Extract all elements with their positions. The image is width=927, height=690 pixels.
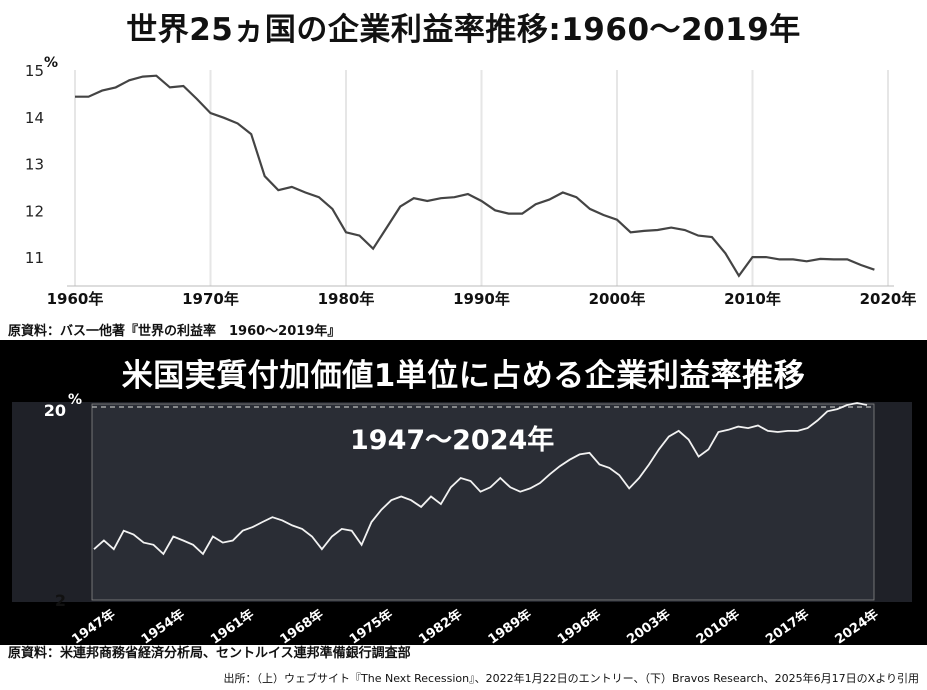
bottom-chart-x-tick-label: 1996年: [554, 606, 603, 647]
top-chart-y-ticks: 15 14 13 12 11: [25, 62, 44, 267]
top-chart-x-tick-label: 1980年: [318, 290, 375, 308]
bottom-chart-x-tick-label: 2003年: [624, 606, 673, 647]
bottom-chart-y-unit: %: [68, 392, 82, 408]
bottom-chart-y-tick-label: 2: [55, 591, 66, 610]
bottom-chart-x-tick-label: 2024年: [832, 606, 881, 647]
bottom-chart-x-tick-label: 1989年: [485, 606, 534, 647]
bottom-chart-x-tick-label: 1982年: [416, 606, 465, 647]
bottom-chart-title: 米国実質付加価値1単位に占める企業利益率推移: [121, 358, 806, 394]
top-chart-x-tick-label: 2020年: [860, 290, 917, 308]
top-chart: 15 14 13 12 11 % 1960年 1970年 1980年 1990年 2000年 20…: [25, 55, 917, 308]
footer-citation: 出所：（上）ウェブサイト『The Next Recession』、2022年1月…: [223, 672, 919, 685]
top-chart-y-tick-label: 11: [25, 249, 44, 267]
bottom-chart-x-tick-label: 2010年: [693, 606, 742, 647]
bottom-chart-y-ticks: 20 2: [44, 401, 66, 610]
top-chart-y-tick-label: 14: [25, 109, 44, 127]
top-chart-y-tick-label: 13: [25, 156, 44, 174]
top-chart-x-tick-label: 1970年: [182, 290, 239, 308]
top-chart-x-ticks: 1960年 1970年 1980年 1990年 2000年 2010年 2020年: [47, 290, 917, 308]
top-chart-x-tick-label: 1960年: [47, 290, 104, 308]
top-chart-x-tick-label: 2000年: [589, 290, 646, 308]
bottom-chart-plot-area: [91, 403, 875, 601]
bottom-chart-series-line: [93, 402, 868, 556]
top-chart-x-tick-label: 1990年: [453, 290, 510, 308]
bottom-chart-x-tick-label: 2017年: [763, 606, 812, 647]
top-chart-y-tick-label: 15: [25, 62, 44, 80]
bottom-chart-y-tick-label: 20: [44, 401, 66, 420]
bottom-chart-subtitle: 1947～2024年: [350, 425, 555, 456]
top-chart-y-unit: %: [44, 55, 58, 71]
top-chart-title: 世界25ヵ国の企業利益率推移:1960～2019年: [126, 12, 801, 48]
top-chart-y-tick-label: 12: [25, 202, 44, 220]
top-chart-source: 原資料：バス一他著『世界の利益率 1960～2019年』: [8, 324, 341, 339]
top-chart-grid: [67, 70, 894, 287]
top-chart-x-tick-label: 2010年: [724, 290, 781, 308]
bottom-chart-source: 原資料：米連邦商務省経済分析局、セントルイス連邦準備銀行調査部: [8, 646, 411, 661]
top-chart-series-line: [75, 74, 875, 278]
